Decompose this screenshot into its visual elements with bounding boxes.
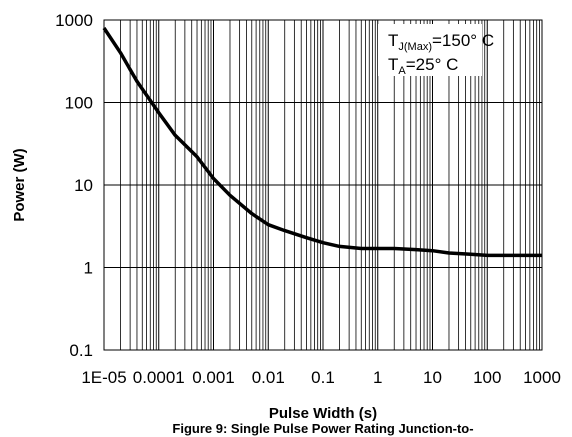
x-tick-label: 0.1 xyxy=(311,368,335,387)
tick-labels: 1E-05 0.0001 0.001 0.01 0.1 1 10 100 10001000100… xyxy=(55,11,561,387)
x-tick-label: 0.001 xyxy=(192,368,235,387)
figure-caption: Figure 9: Single Pulse Power Rating Junc… xyxy=(172,421,473,436)
y-tick-label: 100 xyxy=(65,94,93,113)
y-axis-title: Power (W) xyxy=(11,148,28,221)
y-tick-label: 1000 xyxy=(55,11,93,30)
y-tick-label: 10 xyxy=(74,176,93,195)
x-tick-label: 0.0001 xyxy=(133,368,185,387)
annotation-tj: TJ(Max)=150° C xyxy=(388,31,494,53)
x-tick-label: 1 xyxy=(373,368,382,387)
x-tick-label: 0.01 xyxy=(252,368,285,387)
power-curve xyxy=(102,27,542,258)
annotation-ta: TA=25° C xyxy=(388,55,458,77)
x-tick-label: 10 xyxy=(423,368,442,387)
y-tick-label: 1 xyxy=(84,259,93,278)
annotation-box: TJ(Max)=150° C TA=25° C xyxy=(378,24,494,77)
x-tick-label: 1E-05 xyxy=(81,368,126,387)
y-tick-label: 0.1 xyxy=(69,341,93,360)
x-axis-title: Pulse Width (s) xyxy=(269,405,377,422)
x-tick-label: 100 xyxy=(473,368,501,387)
annotation-background xyxy=(378,24,482,76)
plot-frame xyxy=(103,19,543,351)
x-tick-label: 1000 xyxy=(523,368,561,387)
